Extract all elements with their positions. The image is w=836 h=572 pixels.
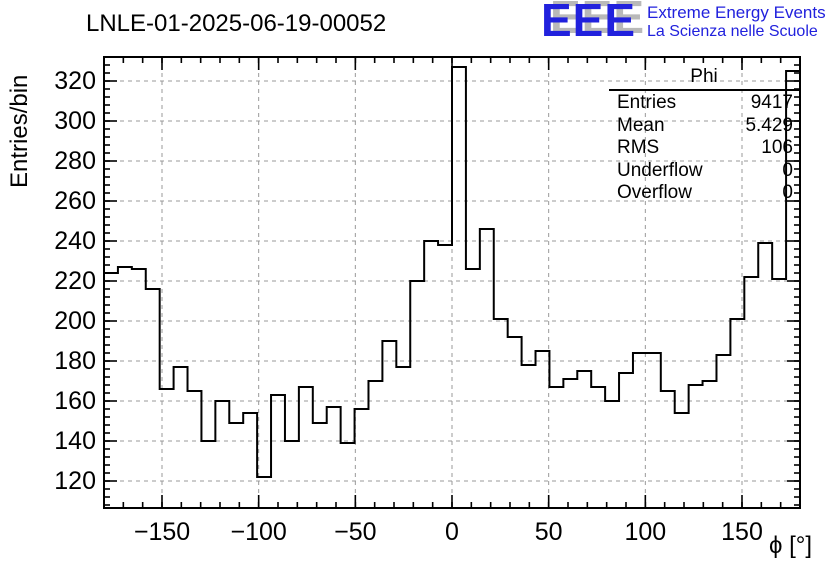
y-tick-label: 280 <box>54 147 96 175</box>
x-tick-label: 100 <box>624 518 666 546</box>
eee-logo: EEE <box>541 0 636 46</box>
y-tick-label: 160 <box>54 387 96 415</box>
eee-logo-acronym: EEE <box>541 0 637 46</box>
y-tick-label: 260 <box>54 187 96 215</box>
stats-value: 9417 <box>750 92 793 113</box>
stats-value: 0 <box>782 159 793 181</box>
stats-value: 106 <box>761 137 793 158</box>
stats-label: Mean <box>617 114 665 136</box>
stats-label: Underflow <box>617 159 703 181</box>
stats-row-overflow: Overflow 0 <box>609 181 799 204</box>
x-tick-label: 150 <box>721 518 763 546</box>
stats-value: 5.429 <box>745 114 793 136</box>
y-axis-title: Entries/bin <box>6 74 33 188</box>
eee-logo-line2: La Scienza nelle Scuole <box>647 23 818 40</box>
x-tick-label: −150 <box>134 518 190 546</box>
stats-label: Entries <box>617 92 677 113</box>
eee-logo-line1: Extreme Energy Events <box>647 3 826 22</box>
x-tick-label: 0 <box>445 518 459 546</box>
stats-row-entries: Entries 9417 <box>609 91 799 114</box>
stats-title: Phi <box>609 66 799 91</box>
stats-value: 0 <box>782 182 793 203</box>
stats-row-underflow: Underflow 0 <box>609 159 799 182</box>
plot-title: LNLE-01-2025-06-19-00052 <box>86 10 387 37</box>
y-tick-label: 240 <box>54 227 96 255</box>
y-tick-label: 300 <box>54 107 96 135</box>
x-axis-title: ϕ [°] <box>768 532 812 559</box>
x-tick-label: 50 <box>535 518 563 546</box>
eee-logo-text: Extreme Energy Events La Scienza nelle S… <box>647 3 826 41</box>
y-tick-label: 320 <box>54 67 96 95</box>
histogram-line <box>104 66 800 478</box>
stats-row-rms: RMS 106 <box>609 136 799 159</box>
stats-label: Overflow <box>617 182 692 203</box>
stats-label: RMS <box>617 137 660 158</box>
y-tick-label: 200 <box>54 307 96 335</box>
y-tick-label: 180 <box>54 347 96 375</box>
y-tick-label: 120 <box>54 467 96 495</box>
y-tick-label: 220 <box>54 267 96 295</box>
x-tick-label: −50 <box>334 518 376 546</box>
x-tick-label: −100 <box>231 518 287 546</box>
y-tick-label: 140 <box>54 427 96 455</box>
stats-box: Phi Entries 9417 Mean 5.429 RMS 106 Unde… <box>609 66 799 204</box>
stats-row-mean: Mean 5.429 <box>609 114 799 137</box>
